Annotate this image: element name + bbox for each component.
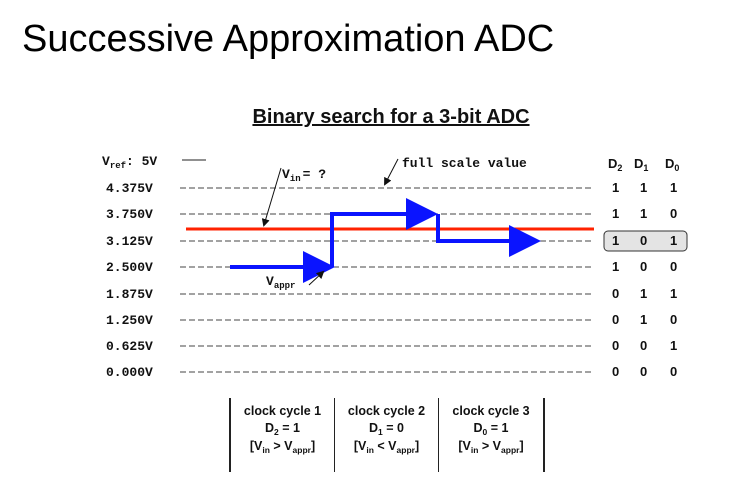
cycle-bit: D1 = 0 [369, 421, 404, 437]
bit-d2: 0 [612, 338, 619, 353]
bit-header-d0: D0 [665, 156, 679, 173]
bit-d1: 0 [640, 233, 647, 248]
level-label: 1.875V [106, 287, 153, 302]
vin-annotation: Vin = ? [282, 167, 326, 184]
bit-d2: 0 [612, 286, 619, 301]
bit-d2: 0 [612, 312, 619, 327]
bit-d1: 0 [640, 364, 647, 379]
bit-d1: 1 [640, 180, 647, 195]
full-scale-pointer [384, 158, 399, 186]
bit-header-d1: D1 [634, 156, 648, 173]
level-row-0000: 0.000V 0 0 0 [106, 364, 677, 380]
cycle-bit: D0 = 1 [473, 421, 509, 437]
diagram-title: Binary search for a 3-bit ADC [252, 106, 530, 128]
bit-d0: 1 [670, 180, 677, 195]
bit-d0: 1 [670, 233, 677, 248]
vappr-pointer [308, 270, 325, 286]
level-row-0625: 0.625V 0 0 1 [106, 338, 677, 354]
result-highlight-box [603, 230, 688, 252]
cycle-title: clock cycle 3 [452, 404, 530, 418]
level-label: 3.125V [106, 234, 153, 249]
bit-d1: 1 [640, 312, 647, 327]
level-label: 4.375V [106, 181, 153, 196]
bit-d2: 0 [612, 364, 619, 379]
full-scale-annotation: full scale value [402, 156, 527, 171]
bit-d2: 1 [612, 233, 619, 248]
level-label: 0.000V [106, 365, 153, 380]
vref-label: Vref: 5V [102, 154, 157, 171]
clock-cycle-1: clock cycle 1 D2 = 1 [Vin > Vappr] [231, 398, 335, 472]
level-row-3125: 3.125V 1 0 1 [106, 233, 677, 249]
level-row-2500: 2.500V 1 0 0 [106, 259, 677, 275]
vin-pointer [261, 167, 282, 227]
level-label: 0.625V [106, 339, 153, 354]
level-row-4375: 4.375V 1 1 1 [106, 180, 677, 196]
cycle-title: clock cycle 2 [347, 404, 426, 418]
bit-d1: 0 [640, 338, 647, 353]
bit-d2: 1 [612, 206, 619, 221]
level-label: 3.750V [106, 207, 153, 222]
bit-d0: 0 [670, 364, 677, 379]
level-row-1875: 1.875V 0 1 1 [106, 286, 677, 302]
cycle-compare: [Vin > Vappr] [249, 439, 316, 455]
bit-d2: 1 [612, 180, 619, 195]
level-row-1250: 1.250V 0 1 0 [106, 312, 677, 328]
bit-d0: 1 [670, 286, 677, 301]
level-label: 1.250V [106, 313, 153, 328]
clock-cycle-2: clock cycle 2 D1 = 0 [Vin < Vappr] [335, 398, 439, 472]
cycle-compare: [Vin < Vappr] [353, 439, 420, 455]
bit-header-d2: D2 [608, 156, 622, 173]
level-label: 2.500V [106, 260, 153, 275]
slide-title: Successive Approximation ADC [22, 18, 555, 60]
bit-d2: 1 [612, 259, 619, 274]
bit-d1: 1 [640, 206, 647, 221]
vappr-staircase [230, 198, 541, 283]
cycle-bit: D2 = 1 [265, 421, 300, 437]
bit-d0: 0 [670, 259, 677, 274]
clock-cycle-table: clock cycle 1 D2 = 1 [Vin > Vappr] clock… [229, 398, 545, 472]
vappr-annotation: Vappr [266, 274, 295, 291]
cycle-compare: [Vin > Vappr] [458, 439, 524, 455]
bit-d1: 0 [640, 259, 647, 274]
bit-d0: 0 [670, 206, 677, 221]
bit-d0: 1 [670, 338, 677, 353]
bit-d0: 0 [670, 312, 677, 327]
clock-cycle-3: clock cycle 3 D0 = 1 [Vin > Vappr] [439, 398, 543, 472]
bit-d1: 1 [640, 286, 647, 301]
cycle-title: clock cycle 1 [243, 404, 322, 418]
